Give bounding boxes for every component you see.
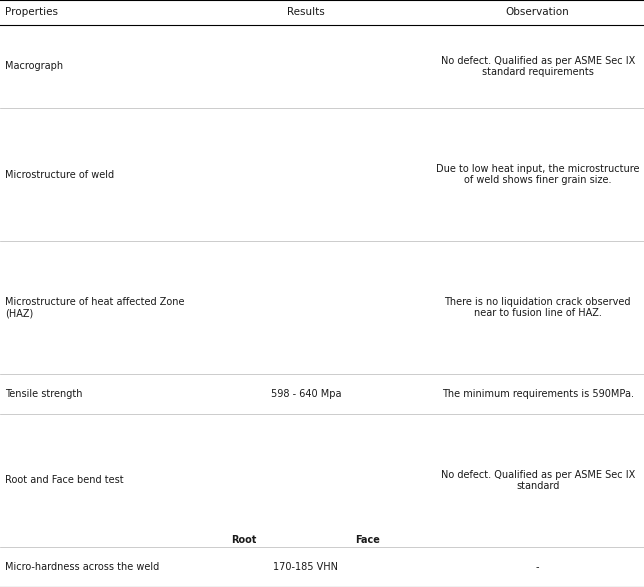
Text: Microstructure of heat affected Zone
(HAZ): Microstructure of heat affected Zone (HA… <box>5 296 185 318</box>
Text: Micro-hardness across the weld: Micro-hardness across the weld <box>5 562 160 572</box>
Text: The minimum requirements is 590MPa.: The minimum requirements is 590MPa. <box>442 389 634 399</box>
Text: Face: Face <box>355 535 380 545</box>
Text: -: - <box>536 562 540 572</box>
Text: No defect. Qualified as per ASME Sec IX
standard requirements: No defect. Qualified as per ASME Sec IX … <box>440 56 635 77</box>
Text: Results: Results <box>287 8 325 18</box>
Text: 170-185 VHN: 170-185 VHN <box>274 562 338 572</box>
Text: Observation: Observation <box>506 8 569 18</box>
Text: Due to low heat input, the microstructure
of weld shows finer grain size.: Due to low heat input, the microstructur… <box>436 164 639 185</box>
Text: Root: Root <box>231 535 257 545</box>
Text: Microstructure of weld: Microstructure of weld <box>5 170 114 180</box>
Text: There is no liquidation crack observed
near to fusion line of HAZ.: There is no liquidation crack observed n… <box>444 296 631 318</box>
Text: No defect. Qualified as per ASME Sec IX
standard: No defect. Qualified as per ASME Sec IX … <box>440 470 635 491</box>
Text: Properties: Properties <box>5 8 58 18</box>
Text: Root and Face bend test: Root and Face bend test <box>5 475 124 485</box>
Text: 598 - 640 Mpa: 598 - 640 Mpa <box>270 389 341 399</box>
Text: Tensile strength: Tensile strength <box>5 389 82 399</box>
Text: Macrograph: Macrograph <box>5 62 63 72</box>
